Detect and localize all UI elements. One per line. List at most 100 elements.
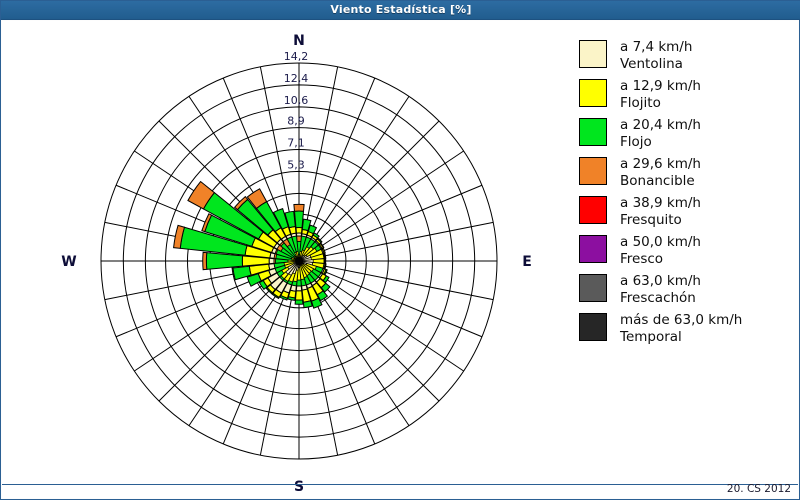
grid-spoke xyxy=(312,96,410,241)
grid-spoke xyxy=(321,270,483,338)
windrose-petal-core xyxy=(282,278,289,284)
legend-label-flojito: a 12,9 km/h Flojito xyxy=(620,78,701,111)
grid-spoke xyxy=(323,265,494,301)
windrose-petal-segment xyxy=(320,282,331,293)
grid-spoke xyxy=(319,274,464,372)
grid-spoke xyxy=(134,274,279,372)
radial-tick-label: 5,3 xyxy=(287,158,305,171)
grid-spoke xyxy=(259,285,295,456)
legend-item-frescachón: a 63,0 km/h Frescachón xyxy=(579,273,794,306)
compass-labels: N E S W xyxy=(61,33,532,495)
windrose-petal-segment xyxy=(294,290,304,301)
windrose-petal-core xyxy=(302,236,312,252)
grid-spoke xyxy=(303,66,339,237)
windrose-petal-core xyxy=(310,241,319,250)
legend-item-flojito: a 12,9 km/h Flojito xyxy=(579,78,794,111)
windrose-petal-core xyxy=(299,235,307,252)
radial-tick-label: 12,4 xyxy=(284,72,309,85)
windrose-petal-core xyxy=(286,280,293,286)
grid-spoke xyxy=(316,120,440,244)
radial-tick-label: 14,2 xyxy=(284,50,309,63)
windrose-petal-core xyxy=(296,279,302,287)
legend-swatch-bonancible xyxy=(579,157,607,185)
windrose-petal-segment xyxy=(307,224,318,235)
windrose-petal-core xyxy=(279,275,285,281)
legend-item-fresquito: a 38,9 km/h Fresquito xyxy=(579,195,794,228)
legend-swatch-flojito xyxy=(579,79,607,107)
windrose-petal-core xyxy=(312,258,325,264)
windrose-petal-core xyxy=(308,270,319,281)
windrose-petal-segment xyxy=(294,299,304,305)
windrose-petal-segment xyxy=(265,286,274,295)
windrose-petal-segment xyxy=(246,273,262,287)
legend-item-fresco: a 50,0 km/h Fresco xyxy=(579,234,794,267)
windrose-petal-core xyxy=(296,235,302,242)
compass-label-south: S xyxy=(294,479,304,495)
window-title: Viento Estadística [%] xyxy=(330,3,472,16)
windrose-petal-segment xyxy=(322,275,330,284)
radial-tick-label: 10,6 xyxy=(284,94,309,107)
windrose-petal-core xyxy=(311,268,322,278)
windrose-petal-segment xyxy=(293,210,305,229)
windrose-petal-core xyxy=(314,266,324,274)
grid-spoke xyxy=(222,283,290,445)
windrose-petal-core xyxy=(291,235,299,253)
windrose-petal-core xyxy=(311,262,325,269)
windrose-petal-segment xyxy=(272,208,289,230)
legend-item-temporal: más de 63,0 km/h Temporal xyxy=(579,312,794,345)
grid-spoke xyxy=(316,278,440,402)
legend-label-frescachón: a 63,0 km/h Frescachón xyxy=(620,273,701,306)
grid-spoke xyxy=(323,221,494,257)
compass-label-west: W xyxy=(61,254,76,270)
windrose-petal-core xyxy=(274,248,279,255)
windrose-petal-core xyxy=(273,253,278,259)
windrose-petal-core xyxy=(306,273,316,284)
windrose-petal-core xyxy=(276,269,285,278)
windrose-petals xyxy=(173,180,331,309)
legend-swatch-fresquito xyxy=(579,196,607,224)
windrose-petal-core xyxy=(306,238,316,249)
windrose-petal-segment xyxy=(202,251,208,271)
windrose-petal-segment xyxy=(246,188,268,210)
grid-spoke xyxy=(312,281,410,426)
legend-label-fresquito: a 38,9 km/h Fresquito xyxy=(620,195,701,228)
windrose-petal-segment xyxy=(258,279,268,291)
windrose-petal-segment xyxy=(312,232,320,239)
windrose-petal-core xyxy=(273,258,276,264)
legend-item-bonancible: a 29,6 km/h Bonancible xyxy=(579,156,794,189)
windrose-petal-core xyxy=(309,248,324,258)
windrose-petal-core xyxy=(291,280,298,287)
windrose-svg: 5,3 7,1 8,9 10,6 12,4 14,2 N E S W xyxy=(61,33,532,495)
footer-divider xyxy=(2,484,798,485)
windrose-petal-core xyxy=(273,262,285,269)
grid-spoke xyxy=(259,66,295,237)
windrose-petal-core xyxy=(303,276,312,286)
legend-label-ventolina: a 7,4 km/h Ventolina xyxy=(620,39,693,72)
windrose-petal-segment xyxy=(295,226,303,234)
windrose-petal-segment xyxy=(316,237,323,244)
legend-swatch-ventolina xyxy=(579,40,607,68)
windrose-petal-segment xyxy=(187,180,216,210)
windrose-petal-core xyxy=(282,238,291,247)
windrose-petal-core xyxy=(314,244,322,252)
grid-spoke xyxy=(308,283,376,445)
windrose-petal-segment xyxy=(232,265,252,281)
grid-spoke xyxy=(303,285,339,456)
windrose-petal-segment xyxy=(233,195,249,211)
grid-spoke xyxy=(158,278,282,402)
windrose-petal-segment xyxy=(301,218,312,232)
windrose-petal-segment xyxy=(319,242,325,249)
legend: a 7,4 km/h Ventolina a 12,9 km/h Flojito… xyxy=(579,39,794,351)
windrose-petal-segment xyxy=(268,257,275,265)
legend-item-ventolina: a 7,4 km/h Ventolina xyxy=(579,39,794,72)
legend-swatch-temporal xyxy=(579,313,607,341)
windrose-petal-segment xyxy=(205,252,244,270)
windrose-petal-core xyxy=(279,241,285,247)
grid-spoke xyxy=(321,184,483,252)
windrose-petal-segment xyxy=(284,210,296,229)
polar-grid xyxy=(100,62,498,460)
footer-text: 20. CS 2012 xyxy=(726,483,791,495)
windrose-petal-segment xyxy=(310,297,323,309)
window-titlebar: Viento Estadística [%] xyxy=(1,1,800,20)
